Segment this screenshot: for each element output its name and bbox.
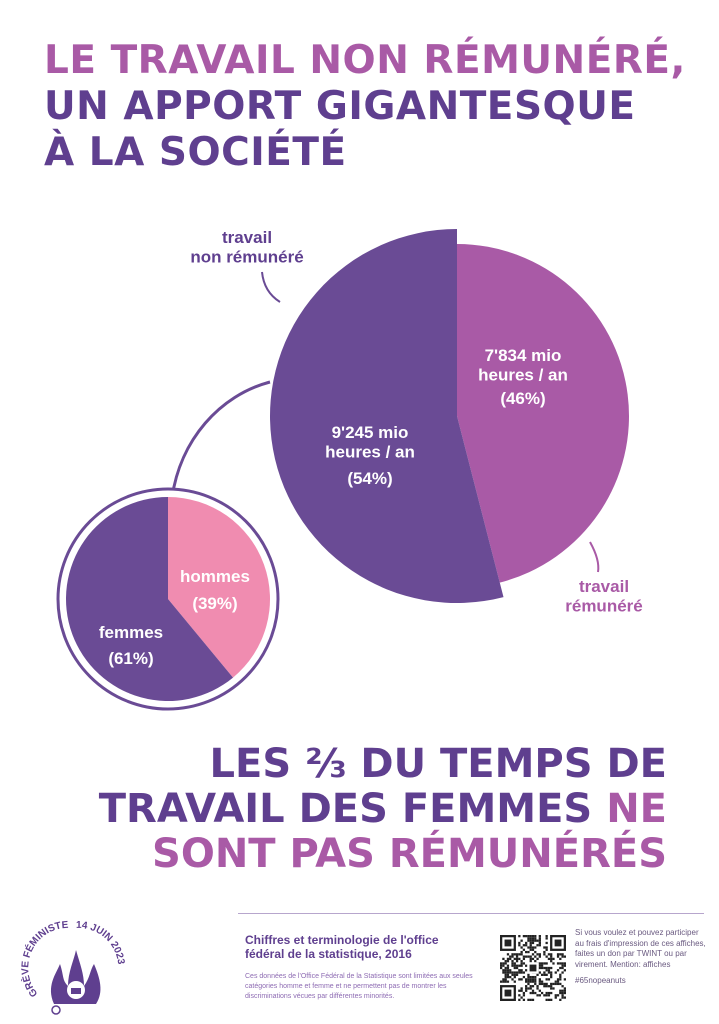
headline-line-3: SONT PAS RÉMUNÉRÉS	[152, 831, 667, 877]
pie-label-hommes: hommes	[180, 567, 250, 586]
headline-line-2b: NE	[606, 786, 667, 832]
leader-line-paid	[589, 541, 600, 573]
connector-line	[170, 380, 271, 499]
leader-line-unpaid	[261, 271, 281, 303]
pie-percent-femmes: (61%)	[108, 649, 153, 668]
pie-label-unpaid: travail non rémunéré	[190, 228, 303, 267]
pie-slice-unpaid	[270, 229, 504, 603]
greve-feministe-logo: GRÈVE FÉMINISTE 14 JUIN 2023	[20, 920, 126, 1015]
pie-slice-hommes	[168, 497, 271, 678]
title-line-3: À LA SOCIÉTÉ	[44, 130, 347, 175]
pie-percent-unpaid: (54%)	[347, 469, 392, 488]
pie-slice-paid	[457, 244, 630, 583]
pie-label-femmes: femmes	[99, 623, 163, 642]
title-line-2: UN APPORT GIGANTESQUE	[44, 84, 636, 129]
hashtag: #65nopeanuts	[575, 976, 626, 985]
donation-text: Si vous voulez et pouvez participer au f…	[575, 928, 706, 969]
headline-line-1: LES ⅔ DU TEMPS DE	[209, 741, 667, 787]
headline: LES ⅔ DU TEMPS DE TRAVAIL DES FEMMES NE …	[99, 742, 667, 877]
venus-icon	[51, 1005, 61, 1015]
title-line-1: LE TRAVAIL NON RÉMUNÉRÉ,	[44, 38, 686, 83]
qr-code[interactable]	[500, 935, 566, 1001]
headline-line-2a: TRAVAIL DES FEMMES	[98, 786, 593, 832]
pie-value-paid: 7'834 mio heures / an	[478, 346, 568, 385]
pie-percent-paid: (46%)	[500, 389, 545, 408]
pie-slice-femmes	[66, 497, 234, 701]
pie-value-unpaid: 9'245 mio heures / an	[325, 423, 415, 462]
flame-icon	[50, 950, 101, 1004]
pie-label-paid: travail rémunéré	[565, 577, 642, 616]
pie-percent-hommes: (39%)	[192, 594, 237, 613]
poster-title: LE TRAVAIL NON RÉMUNÉRÉ, UN APPORT GIGAN…	[44, 38, 686, 176]
headline-line-2: TRAVAIL DES FEMMES NE	[99, 787, 667, 832]
donation-note: Si vous voulez et pouvez participer au f…	[575, 928, 707, 987]
footer-divider	[238, 913, 704, 914]
source-title: Chiffres et terminologie de l'office féd…	[245, 933, 439, 961]
source-note: Ces données de l'Office Fédéral de la St…	[245, 973, 473, 1000]
logo-text-right: 14 JUIN 2023	[76, 920, 126, 966]
